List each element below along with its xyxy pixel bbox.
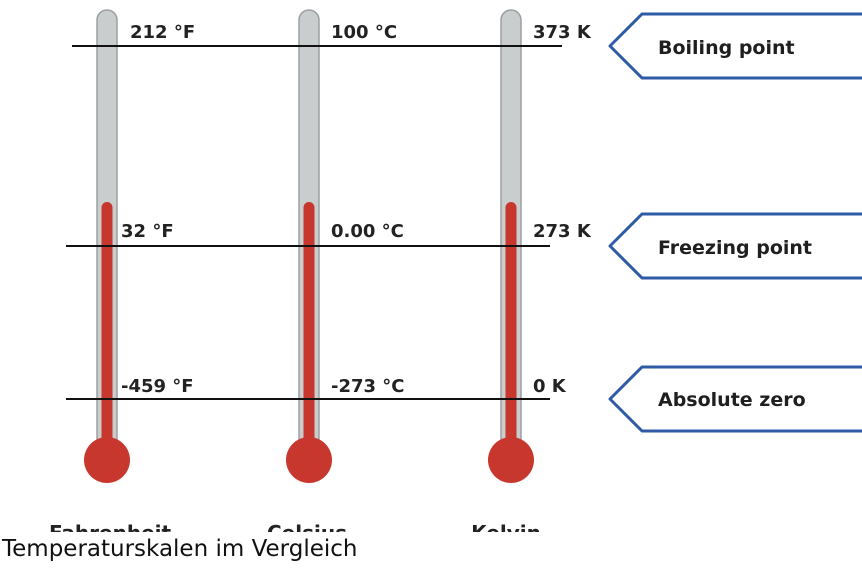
callout-arrow-shape — [608, 365, 862, 433]
celsius-scale-name: Celsius — [267, 521, 347, 532]
thermometer-bulb — [286, 437, 332, 483]
boiling-point-callout: Boiling point — [608, 12, 862, 80]
absolute-zero-callout-label: Absolute zero — [658, 389, 806, 411]
callout-arrow-shape — [608, 212, 862, 280]
freezing-point-callout-label: Freezing point — [658, 237, 812, 259]
kelvin-freezing-label: 273 K — [533, 221, 592, 242]
fahrenheit-scale-name: Fahrenheit — [49, 521, 172, 532]
celsius-absolute-zero-label: -273 °C — [331, 376, 405, 397]
boiling-point-callout-label: Boiling point — [658, 37, 795, 59]
thermometer-celsius — [286, 9, 332, 483]
kelvin-boiling-label: 373 K — [533, 22, 592, 43]
callout-arrow-shape — [608, 12, 862, 80]
figure-caption: Temperaturskalen im Vergleich — [2, 536, 358, 562]
fahrenheit-freezing-label: 32 °F — [121, 221, 174, 242]
mercury-column — [505, 202, 517, 462]
freezing-point-callout: Freezing point — [608, 212, 862, 280]
mercury-column — [101, 202, 113, 462]
thermometer-fahrenheit — [84, 9, 130, 483]
temperature-scales-diagram: 212 °F 32 °F -459 °F 100 °C 0.00 °C -273… — [49, 9, 862, 532]
mercury-column — [303, 202, 315, 462]
kelvin-scale-name: Kelvin — [471, 521, 541, 532]
thermometer-kelvin — [488, 9, 534, 483]
kelvin-absolute-zero-label: 0 K — [533, 376, 567, 397]
thermometer-bulb — [84, 437, 130, 483]
celsius-freezing-label: 0.00 °C — [331, 221, 404, 242]
thermometer-bulb — [488, 437, 534, 483]
absolute-zero-callout: Absolute zero — [608, 365, 862, 433]
fahrenheit-boiling-label: 212 °F — [130, 22, 195, 43]
celsius-boiling-label: 100 °C — [331, 22, 397, 43]
fahrenheit-absolute-zero-label: -459 °F — [121, 376, 194, 397]
